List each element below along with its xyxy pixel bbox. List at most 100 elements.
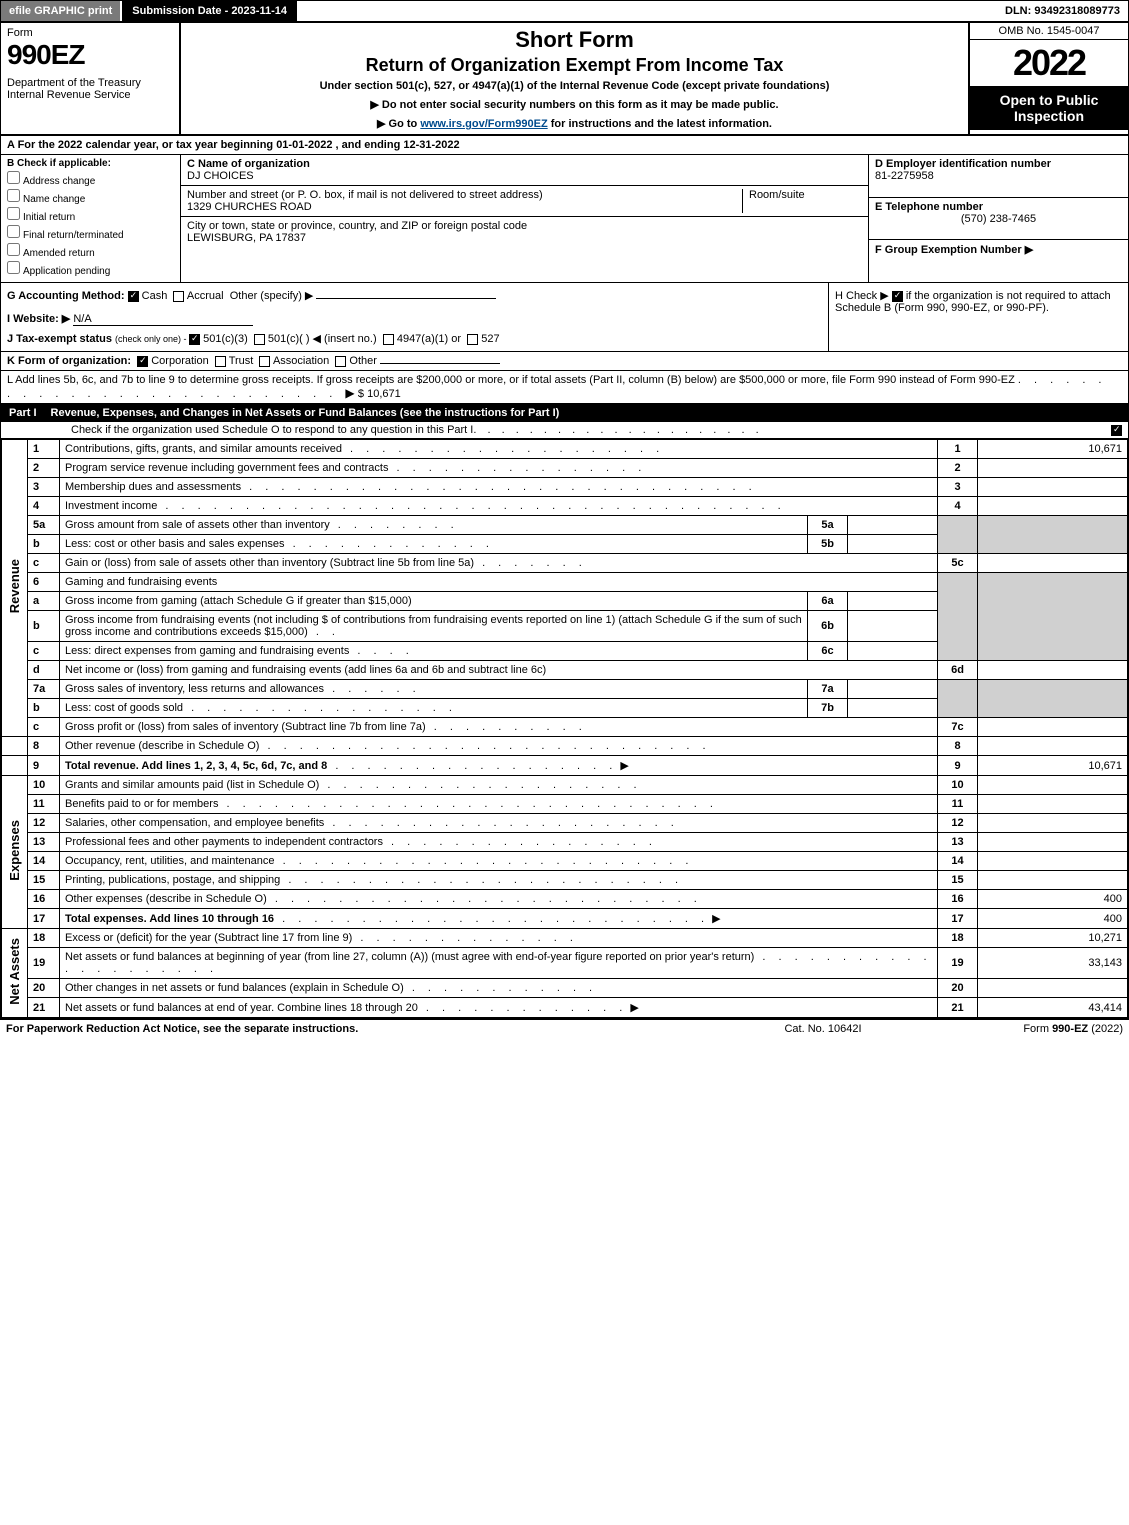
- l12-num: 12: [28, 814, 60, 833]
- check-initial-return[interactable]: Initial return: [7, 207, 174, 223]
- k-form-of-organization: K Form of organization: Corporation Trus…: [1, 352, 1128, 371]
- l3-desc: Membership dues and assessments . . . . …: [60, 478, 938, 497]
- e-phone-cell: E Telephone number (570) 238-7465: [869, 198, 1128, 241]
- g-h-row: G Accounting Method: Cash Accrual Other …: [1, 283, 1128, 352]
- l21-num: 21: [28, 998, 60, 1018]
- checkbox-amended-return[interactable]: [7, 243, 20, 256]
- checkbox-h-checked[interactable]: [892, 291, 903, 302]
- l6c-subval: [848, 642, 938, 661]
- checkbox-final-return[interactable]: [7, 225, 20, 238]
- l12-desc: Salaries, other compensation, and employ…: [60, 814, 938, 833]
- l6-desc: Gaming and fundraising events: [60, 573, 938, 592]
- header-right: OMB No. 1545-0047 2022 Open to Public In…: [968, 23, 1128, 134]
- l6b-subval: [848, 611, 938, 642]
- check-address-label: Address change: [23, 176, 95, 187]
- checkbox-association[interactable]: [259, 356, 270, 367]
- line-10: Expenses 10 Grants and similar amounts p…: [2, 776, 1128, 795]
- org-name: DJ CHOICES: [187, 170, 862, 182]
- l6a-desc: Gross income from gaming (attach Schedul…: [60, 592, 808, 611]
- checkbox-501c3-checked[interactable]: [189, 334, 200, 345]
- c-name-row: C Name of organization DJ CHOICES: [181, 155, 868, 186]
- c-city-label: City or town, state or province, country…: [187, 220, 862, 232]
- l14-amt: [978, 852, 1128, 871]
- part-i-label: Part I: [1, 404, 45, 422]
- k-label: K Form of organization:: [7, 355, 131, 367]
- k-other-field[interactable]: [380, 363, 500, 364]
- l10-amt: [978, 776, 1128, 795]
- checkbox-cash-checked[interactable]: [128, 291, 139, 302]
- c-name-label: C Name of organization: [187, 158, 862, 170]
- info-block: B Check if applicable: Address change Na…: [1, 155, 1128, 283]
- other-specify-field[interactable]: [316, 298, 496, 299]
- l9-num: 9: [28, 756, 60, 776]
- efile-print-label[interactable]: efile GRAPHIC print: [1, 1, 120, 21]
- c-city-row: City or town, state or province, country…: [181, 217, 868, 247]
- l7b-subval: [848, 699, 938, 718]
- part-i-sub-label: Check if the organization used Schedule …: [71, 424, 473, 436]
- l15-lnum: 15: [938, 871, 978, 890]
- tax-year: 2022: [970, 40, 1128, 86]
- checkbox-address-change[interactable]: [7, 171, 20, 184]
- h-pre: H Check ▶: [835, 290, 892, 302]
- line-12: 12 Salaries, other compensation, and emp…: [2, 814, 1128, 833]
- j-501c3: 501(c)(3): [203, 333, 248, 345]
- check-final-label: Final return/terminated: [23, 230, 124, 241]
- line-17: 17 Total expenses. Add lines 10 through …: [2, 909, 1128, 929]
- checkbox-trust[interactable]: [215, 356, 226, 367]
- line-15: 15 Printing, publications, postage, and …: [2, 871, 1128, 890]
- l6a-subval: [848, 592, 938, 611]
- l6c-desc: Less: direct expenses from gaming and fu…: [60, 642, 808, 661]
- check-initial-label: Initial return: [23, 212, 75, 223]
- room-suite-label: Room/suite: [742, 189, 862, 213]
- l4-desc: Investment income . . . . . . . . . . . …: [60, 497, 938, 516]
- l7c-lnum: 7c: [938, 718, 978, 737]
- d-ein-label: D Employer identification number: [875, 158, 1122, 170]
- checkbox-527[interactable]: [467, 334, 478, 345]
- checkbox-501c[interactable]: [254, 334, 265, 345]
- part-i-checkbox-end: [1111, 424, 1122, 436]
- l16-desc: Other expenses (describe in Schedule O) …: [60, 890, 938, 909]
- j-tax-exempt-label: J Tax-exempt status: [7, 333, 115, 345]
- cash-label: Cash: [142, 290, 168, 302]
- l16-amt: 400: [978, 890, 1128, 909]
- l10-lnum: 10: [938, 776, 978, 795]
- dln-label: DLN: 93492318089773: [997, 1, 1128, 21]
- l2-amt: [978, 459, 1128, 478]
- footer-right-bold: 990-EZ: [1052, 1023, 1088, 1035]
- check-application-pending[interactable]: Application pending: [7, 261, 174, 277]
- l17-num: 17: [28, 909, 60, 929]
- checkbox-name-change[interactable]: [7, 189, 20, 202]
- l19-amt: 33,143: [978, 948, 1128, 979]
- irs-link[interactable]: www.irs.gov/Form990EZ: [420, 118, 547, 130]
- checkbox-accrual[interactable]: [173, 291, 184, 302]
- footer-right-pre: Form: [1023, 1023, 1052, 1035]
- checkbox-other-org[interactable]: [335, 356, 346, 367]
- checkbox-application-pending[interactable]: [7, 261, 20, 274]
- line-14: 14 Occupancy, rent, utilities, and maint…: [2, 852, 1128, 871]
- l8-amt: [978, 737, 1128, 756]
- part-i-dots: . . . . . . . . . . . . . . . . . . . . …: [473, 424, 1105, 436]
- l1-amt: 10,671: [978, 440, 1128, 459]
- l6a-num: a: [28, 592, 60, 611]
- ein-value: 81-2275958: [875, 170, 1122, 182]
- instr2-post: for instructions and the latest informat…: [548, 118, 772, 130]
- goto-instructions: ▶ Go to www.irs.gov/Form990EZ for instru…: [187, 117, 962, 130]
- check-name-change[interactable]: Name change: [7, 189, 174, 205]
- check-address-change[interactable]: Address change: [7, 171, 174, 187]
- check-final-return[interactable]: Final return/terminated: [7, 225, 174, 241]
- l5b-subnum: 5b: [808, 535, 848, 554]
- g-label: G Accounting Method:: [7, 290, 125, 302]
- checkbox-initial-return[interactable]: [7, 207, 20, 220]
- l2-lnum: 2: [938, 459, 978, 478]
- check-amended-return[interactable]: Amended return: [7, 243, 174, 259]
- l15-desc: Printing, publications, postage, and shi…: [60, 871, 938, 890]
- checkbox-schedule-o-checked[interactable]: [1111, 425, 1122, 436]
- line-11: 11 Benefits paid to or for members . . .…: [2, 795, 1128, 814]
- l12-amt: [978, 814, 1128, 833]
- l12-lnum: 12: [938, 814, 978, 833]
- checkbox-4947[interactable]: [383, 334, 394, 345]
- title-short-form: Short Form: [187, 27, 962, 53]
- l19-lnum: 19: [938, 948, 978, 979]
- check-amended-label: Amended return: [23, 248, 95, 259]
- checkbox-corporation-checked[interactable]: [137, 356, 148, 367]
